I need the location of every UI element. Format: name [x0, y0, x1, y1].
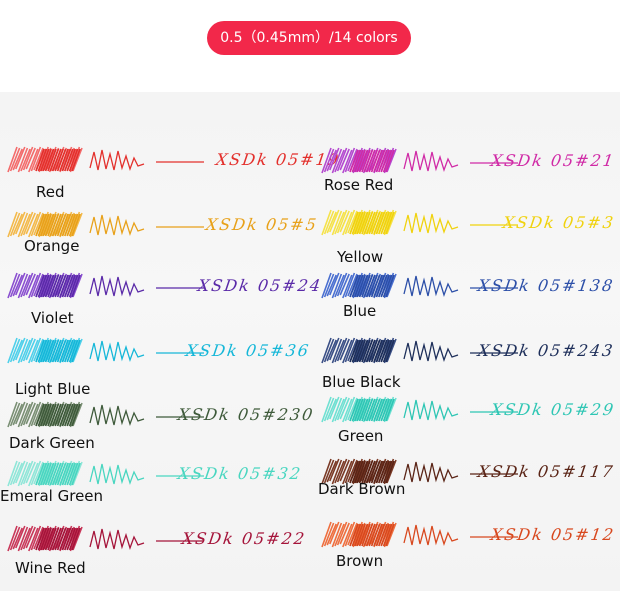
scribble-wine-red	[89, 528, 145, 551]
hatch-swatch-wine-red	[7, 525, 83, 552]
hatch-swatch-brown	[321, 521, 397, 548]
scribble-rose-red	[403, 150, 459, 173]
color-name-orange: Orange	[24, 237, 80, 255]
color-code-green: XSDk 05#29	[489, 400, 616, 419]
scribble-light-blue	[89, 340, 145, 363]
hatch-swatch-yellow	[321, 209, 397, 236]
color-name-rose-red: Rose Red	[324, 176, 394, 194]
color-code-violet: XSDk 05#24	[196, 276, 324, 295]
hatch-swatch-green	[321, 396, 397, 423]
ink-sample-dark-green	[7, 401, 204, 428]
scribble-emeral-green	[89, 463, 145, 486]
ink-sample-light-blue	[7, 337, 204, 364]
ink-sample-violet	[7, 272, 204, 299]
hatch-swatch-emeral-green	[7, 460, 83, 487]
hatch-swatch-orange	[7, 211, 83, 238]
color-code-rose-red: XSDk 05#21	[489, 151, 616, 170]
hatch-swatch-dark-green	[7, 401, 83, 428]
paper-background	[0, 92, 620, 591]
ink-sample-orange	[7, 211, 204, 238]
color-code-brown: XSDk 05#12	[489, 525, 616, 544]
scribble-brown	[403, 524, 459, 547]
hatch-swatch-red	[7, 146, 83, 173]
scribble-dark-brown	[403, 461, 459, 484]
scribble-orange	[89, 214, 145, 237]
hatch-swatch-rose-red	[321, 147, 397, 174]
color-name-brown: Brown	[336, 552, 384, 570]
ink-sample-rose-red	[321, 147, 518, 174]
scribble-red	[89, 149, 145, 172]
hatch-swatch-violet	[7, 272, 83, 299]
scribble-blue-black	[403, 340, 459, 363]
color-name-dark-brown: Dark Brown	[318, 480, 406, 498]
color-name-blue-black: Blue Black	[322, 373, 401, 391]
title-badge: 0.5（0.45mm）/14 colors	[207, 21, 411, 55]
scribble-dark-green	[89, 404, 145, 427]
hatch-swatch-dark-brown	[321, 458, 397, 485]
ink-sample-blue	[321, 272, 518, 299]
color-name-dark-green: Dark Green	[9, 434, 95, 452]
hatch-swatch-blue-black	[321, 337, 397, 364]
color-code-wine-red: XSDk 05#22	[180, 529, 308, 548]
ink-sample-yellow	[321, 209, 518, 236]
color-name-wine-red: Wine Red	[15, 559, 86, 577]
ink-sample-emeral-green	[7, 460, 204, 487]
color-code-emeral-green: XSDk 05#32	[176, 464, 304, 483]
hatch-swatch-blue	[321, 272, 397, 299]
color-code-orange: XSDk 05#5	[204, 215, 320, 234]
color-name-green: Green	[338, 427, 384, 445]
color-name-light-blue: Light Blue	[15, 380, 91, 398]
ink-sample-red	[7, 146, 204, 173]
ink-sample-wine-red	[7, 525, 204, 552]
color-code-blue-black: XSDk 05#243	[477, 341, 616, 360]
color-code-dark-brown: XSDk 05#117	[477, 462, 616, 481]
scribble-green	[403, 399, 459, 422]
hatch-swatch-light-blue	[7, 337, 83, 364]
scribble-blue	[403, 275, 459, 298]
color-code-dark-green: XSDk 05#230	[176, 405, 316, 424]
ink-sample-blue-black	[321, 337, 518, 364]
scribble-violet	[89, 275, 145, 298]
scribble-yellow	[403, 212, 459, 235]
color-name-violet: Violet	[31, 309, 74, 327]
color-name-blue: Blue	[343, 302, 377, 320]
color-code-light-blue: XSDk 05#36	[184, 341, 312, 360]
color-code-yellow: XSDk 05#3	[501, 213, 616, 232]
ink-sample-green	[321, 396, 518, 423]
ink-sample-dark-brown	[321, 458, 518, 485]
color-name-red: Red	[36, 183, 65, 201]
color-name-emeral-green: Emeral Green	[0, 487, 104, 505]
color-name-yellow: Yellow	[337, 248, 384, 266]
ink-sample-brown	[321, 521, 518, 548]
color-code-blue: XSDk 05#138	[477, 276, 616, 295]
